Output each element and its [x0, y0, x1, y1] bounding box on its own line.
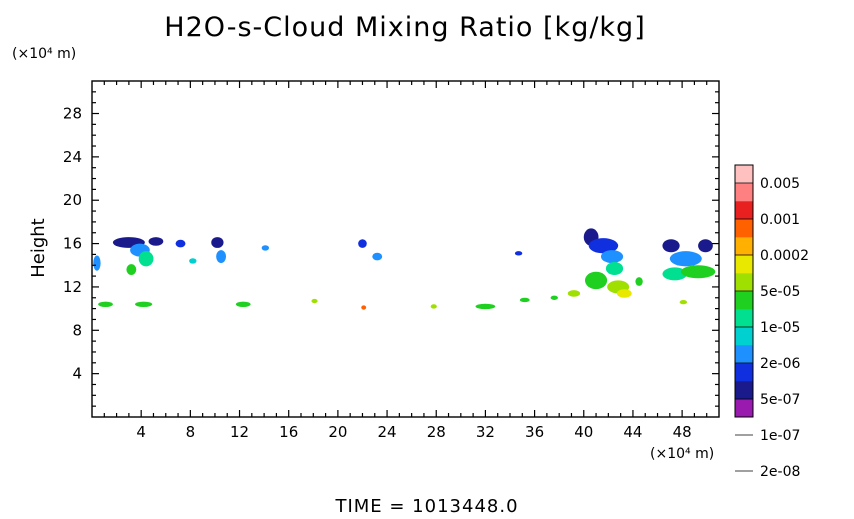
- colorbar-label: 0.001: [760, 212, 800, 228]
- x-axis-unit: (×10⁴ m): [650, 446, 715, 462]
- colorbar-swatch: [735, 345, 753, 364]
- cloud-blob: [261, 245, 270, 251]
- colorbar-swatch: [735, 327, 753, 346]
- y-tick-label: 4: [72, 365, 82, 383]
- cloud-blob: [679, 299, 688, 305]
- y-tick-label: 12: [63, 278, 82, 296]
- y-tick-label: 16: [63, 235, 82, 253]
- x-tick-label: 16: [279, 423, 298, 441]
- cloud-blob: [567, 290, 581, 297]
- x-tick-label: 36: [525, 423, 544, 441]
- colorbar-swatch: [735, 363, 753, 382]
- cloud-blob: [662, 239, 680, 253]
- cloud-field: [93, 228, 716, 310]
- cloud-blob: [430, 304, 437, 309]
- colorbar-swatch: [735, 399, 753, 418]
- x-tick-label: 20: [328, 423, 347, 441]
- cloud-blob: [600, 250, 624, 264]
- cloud-blob: [605, 262, 624, 276]
- colorbar-label: 1e-07: [760, 428, 800, 444]
- cloud-blob: [93, 255, 101, 271]
- colorbar-label: 2e-08: [760, 464, 800, 480]
- x-tick-label: 8: [186, 423, 196, 441]
- cloud-blob: [635, 277, 643, 286]
- colorbar-label: 5e-07: [760, 392, 800, 408]
- cloud-blob: [135, 301, 153, 307]
- cloud-blob: [216, 250, 227, 264]
- cloud-blob: [98, 301, 113, 307]
- colorbar-label: 1e-05: [760, 320, 800, 336]
- cloud-blob: [211, 237, 224, 248]
- colorbar-swatch: [735, 255, 753, 274]
- y-tick-label: 28: [63, 105, 82, 123]
- x-tick-label: 4: [136, 423, 146, 441]
- x-tick-label: 32: [476, 423, 495, 441]
- cloud-blob: [148, 237, 164, 246]
- cloud-blob: [669, 251, 702, 267]
- x-tick-label: 44: [623, 423, 642, 441]
- colorbar-swatch: [735, 219, 753, 238]
- colorbar: 0.005 0.001 0.0002 5e-05 1e-05 2e-06 5e-07 1e-0…: [734, 164, 809, 480]
- cloud-blob: [175, 239, 186, 248]
- cloud-blob: [235, 301, 251, 307]
- cloud-blob: [358, 239, 367, 248]
- cloud-blob: [616, 289, 632, 298]
- colorbar-swatch: [735, 381, 753, 400]
- y-axis-unit: (×10⁴ m): [12, 46, 77, 62]
- time-footer: TIME = 1013448.0: [335, 496, 519, 517]
- colorbar-swatch: [735, 273, 753, 292]
- colorbar-swatch: [735, 291, 753, 310]
- x-tick-label: 24: [378, 423, 397, 441]
- x-tick-label: 48: [673, 423, 692, 441]
- cloud-blob: [361, 305, 367, 310]
- colorbar-swatch: [735, 237, 753, 256]
- y-tick-label: 24: [63, 148, 82, 166]
- colorbar-label: 5e-05: [760, 284, 800, 300]
- cloud-blob: [514, 251, 523, 256]
- colorbar-swatch: [735, 309, 753, 328]
- colorbar-label: 0.005: [760, 176, 800, 192]
- cloud-blob: [584, 271, 608, 290]
- colorbar-swatch: [735, 165, 753, 184]
- cloud-blob: [680, 265, 716, 279]
- cloud-blob: [138, 251, 154, 267]
- cloud-blob: [519, 297, 530, 303]
- colorbar-swatch: [735, 201, 753, 220]
- cloud-blob: [311, 298, 318, 304]
- x-tick-label: 12: [230, 423, 249, 441]
- y-tick-label: 8: [72, 321, 82, 339]
- colorbar-label: 0.0002: [760, 248, 809, 264]
- cloud-blob: [550, 295, 558, 300]
- cloud-blob: [189, 258, 197, 264]
- plot-frame: [91, 80, 720, 418]
- cloud-blob: [662, 267, 688, 281]
- cloud-blob: [372, 252, 383, 261]
- cloud-blob: [698, 239, 713, 253]
- colorbar-label: 2e-06: [760, 356, 800, 372]
- cloud-blob: [126, 264, 137, 276]
- chart-title: H2O-s-Cloud Mixing Ratio [kg/kg]: [164, 12, 646, 43]
- x-tick-label: 40: [574, 423, 593, 441]
- colorbar-swatch: [735, 183, 753, 202]
- cloud-blob: [588, 238, 619, 254]
- cloud-blob: [475, 303, 496, 310]
- x-tick-label: 28: [427, 423, 446, 441]
- y-tick-label: 20: [63, 191, 82, 209]
